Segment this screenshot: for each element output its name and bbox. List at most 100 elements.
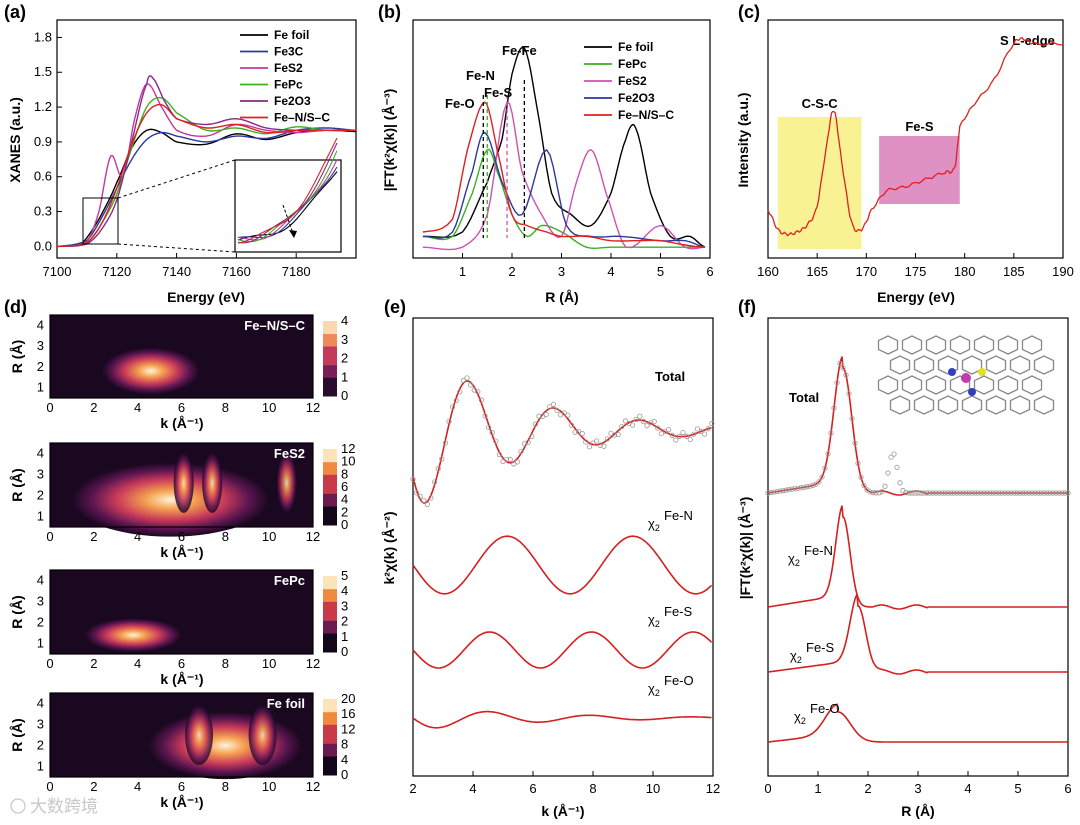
fit-line-e-3 <box>412 710 712 729</box>
heatmap-hotspot-0 <box>102 347 200 395</box>
annotation-fe-fe: Fe-Fe <box>502 43 537 58</box>
x-tick-label-d: 6 <box>178 400 185 415</box>
heatmap-frame-2 <box>49 569 314 655</box>
data-point-e <box>601 443 607 449</box>
x-tick-label-e: 10 <box>646 781 660 796</box>
data-point-f <box>891 451 897 457</box>
heatmap-frame-1 <box>49 442 314 528</box>
x-tick-label-d: 8 <box>222 400 229 415</box>
annotation-fe-o: Fe-O <box>445 96 475 111</box>
x-tick-label-d: 2 <box>90 529 97 544</box>
x-axis-label-c: Energy (eV) <box>877 289 955 305</box>
data-point-e <box>619 424 625 430</box>
inset-line-a-5 <box>237 137 338 244</box>
colorbar-tick-3: 12 <box>341 721 355 736</box>
x-tick-label-d: 10 <box>262 400 276 415</box>
colorbar-cell-1 <box>323 499 337 507</box>
heatmap-name-1: FeS2 <box>274 446 305 461</box>
data-point-e <box>482 413 488 419</box>
data-point-e <box>590 440 596 446</box>
colorbar-cell-3 <box>323 743 337 751</box>
heatmap-lobe <box>185 705 214 765</box>
y-tick-label-a: 1.8 <box>34 29 52 44</box>
heatmap-frame-0 <box>49 314 314 399</box>
x-tick-label-c: 175 <box>905 264 927 279</box>
graphene-hex <box>985 395 1007 415</box>
colorbar-tick-1: 2 <box>341 504 348 519</box>
colorbar-tick-3: 16 <box>341 706 355 721</box>
data-point-e <box>554 407 560 414</box>
data-point-f <box>768 489 774 496</box>
colorbar-tick-2: 5 <box>341 568 348 583</box>
x-tick-label-e: 4 <box>469 781 476 796</box>
data-point-f <box>1047 490 1053 496</box>
colorbar-cell-1 <box>323 512 337 520</box>
legend-label-a: FeS2 <box>274 61 303 75</box>
n-atom <box>948 368 956 376</box>
data-point-f <box>966 490 972 496</box>
data-point-f <box>894 464 900 470</box>
panel-label-e: (e) <box>384 297 406 317</box>
colorbar-tick-2: 2 <box>341 614 348 629</box>
data-point-f <box>984 490 990 496</box>
data-point-f <box>942 490 948 496</box>
label-fe-n-e: χ2 <box>648 516 660 533</box>
data-point-f <box>927 490 933 496</box>
x-tick-label-d: 8 <box>222 656 229 671</box>
y-tick-label-d: 3 <box>37 467 44 482</box>
colorbar-tick-0: 2 <box>341 351 348 366</box>
graphene-hex <box>877 335 899 355</box>
data-point-f <box>936 490 942 496</box>
fit-line-f-1 <box>767 505 1068 610</box>
data-point-e <box>457 389 463 395</box>
data-point-e <box>518 448 524 455</box>
x-tick-label-d: 6 <box>178 529 185 544</box>
data-point-f <box>804 484 810 490</box>
colorbar-tick-3: 8 <box>341 737 348 752</box>
data-point-f <box>774 488 780 495</box>
data-point-f <box>1062 490 1068 496</box>
label-total-f: Total <box>789 390 819 405</box>
data-point-f <box>852 440 858 446</box>
x-axis-label-d: k (Å⁻¹) <box>160 415 203 431</box>
data-point-f <box>945 490 951 496</box>
x-axis-label-f: R (Å) <box>901 803 934 819</box>
colorbar-cell-2 <box>323 582 337 590</box>
data-point-f <box>1050 490 1056 496</box>
colorbar-cell-1 <box>323 506 337 513</box>
heatmap-hotspot-1 <box>71 462 270 537</box>
series-line-a-2 <box>57 83 356 248</box>
colorbar-cell-2 <box>323 588 337 596</box>
x-tick-label-b: 3 <box>558 264 565 279</box>
x-tick-label-a: 7140 <box>162 264 191 279</box>
y-tick-label-d: 4 <box>37 446 44 461</box>
data-point-e <box>709 420 715 427</box>
data-point-f <box>978 490 984 496</box>
data-point-e <box>442 440 448 446</box>
data-point-f <box>840 365 846 371</box>
legend-label-a: Fe2O3 <box>274 94 311 108</box>
panel-label-c: (c) <box>738 2 760 22</box>
data-point-f <box>888 454 894 460</box>
data-point-f <box>837 360 843 367</box>
x-tick-label-c: 185 <box>1003 264 1025 279</box>
graphene-hex <box>913 355 935 375</box>
colorbar-cell-2 <box>323 626 337 634</box>
legend-label-b: Fe foil <box>618 40 653 54</box>
data-point-f <box>1020 490 1026 496</box>
data-point-f <box>954 490 960 496</box>
x-tick-label-e: 2 <box>409 781 416 796</box>
y-axis-label-d: R (Å) <box>9 595 25 628</box>
colorbar-cell-2 <box>323 639 337 647</box>
x-tick-label-f: 4 <box>964 781 971 796</box>
colorbar-tick-2: 0 <box>341 644 348 659</box>
colorbar-tick-3: 20 <box>341 691 355 706</box>
data-point-f <box>939 490 945 496</box>
x-tick-label-d: 0 <box>46 779 53 794</box>
series-line-b-1 <box>422 148 705 250</box>
data-point-f <box>1005 490 1011 496</box>
x-tick-label-d: 2 <box>90 779 97 794</box>
data-point-e <box>633 416 639 423</box>
data-point-f <box>1002 490 1008 496</box>
colorbar-cell-1 <box>323 518 337 526</box>
